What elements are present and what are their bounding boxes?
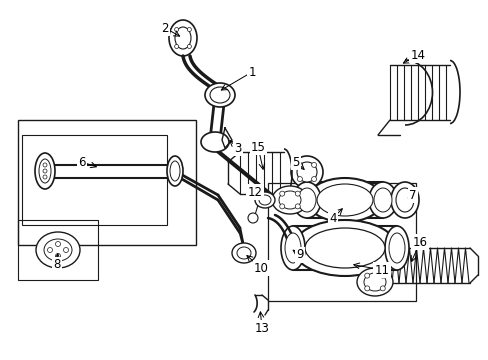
Bar [18, 120, 196, 245]
Ellipse shape [55, 253, 61, 258]
Ellipse shape [297, 176, 302, 181]
Ellipse shape [174, 45, 178, 49]
Ellipse shape [231, 243, 256, 263]
Ellipse shape [380, 286, 385, 291]
Bar [22, 135, 167, 225]
Ellipse shape [388, 233, 404, 263]
Ellipse shape [295, 204, 300, 209]
Ellipse shape [395, 188, 413, 212]
Ellipse shape [43, 169, 47, 173]
Ellipse shape [63, 248, 68, 252]
Ellipse shape [292, 220, 396, 276]
Ellipse shape [39, 159, 51, 183]
Text: 7: 7 [408, 189, 416, 202]
Text: 11: 11 [374, 264, 389, 276]
Ellipse shape [259, 195, 270, 205]
Ellipse shape [363, 273, 385, 291]
Ellipse shape [296, 162, 316, 182]
Ellipse shape [43, 175, 47, 179]
Text: 12: 12 [247, 185, 262, 198]
Text: 14: 14 [409, 49, 425, 62]
Ellipse shape [279, 204, 284, 209]
Ellipse shape [237, 247, 250, 259]
Ellipse shape [290, 156, 323, 188]
Ellipse shape [174, 27, 178, 32]
Ellipse shape [55, 242, 61, 247]
Ellipse shape [311, 162, 316, 167]
Ellipse shape [380, 273, 385, 278]
Ellipse shape [356, 268, 392, 296]
Ellipse shape [209, 87, 229, 103]
Ellipse shape [305, 228, 384, 268]
Text: 4: 4 [328, 212, 336, 225]
Ellipse shape [247, 213, 258, 223]
Text: 10: 10 [253, 261, 268, 274]
Text: 3: 3 [234, 141, 241, 154]
Ellipse shape [297, 162, 302, 167]
Ellipse shape [292, 182, 320, 218]
Text: 16: 16 [412, 235, 427, 248]
Ellipse shape [384, 226, 408, 270]
Ellipse shape [175, 27, 191, 49]
Ellipse shape [306, 178, 382, 222]
Ellipse shape [279, 191, 301, 209]
Ellipse shape [285, 233, 301, 263]
Ellipse shape [204, 83, 235, 107]
Bar [267, 183, 415, 301]
Ellipse shape [44, 239, 72, 261]
Ellipse shape [297, 188, 315, 212]
Ellipse shape [295, 191, 300, 196]
Ellipse shape [43, 163, 47, 167]
Text: 6: 6 [78, 156, 85, 168]
Ellipse shape [316, 184, 372, 216]
Text: 5: 5 [292, 156, 299, 168]
Text: 1: 1 [248, 66, 255, 78]
Ellipse shape [364, 286, 369, 291]
Ellipse shape [201, 132, 228, 152]
Ellipse shape [281, 226, 305, 270]
Text: 2: 2 [161, 22, 168, 35]
Ellipse shape [47, 248, 52, 252]
Ellipse shape [170, 161, 180, 181]
Ellipse shape [187, 45, 191, 49]
Ellipse shape [279, 191, 284, 196]
Ellipse shape [169, 20, 197, 56]
Text: 15: 15 [250, 140, 265, 153]
Ellipse shape [167, 156, 183, 186]
Text: 8: 8 [53, 258, 61, 271]
Ellipse shape [271, 186, 307, 214]
Ellipse shape [187, 27, 191, 32]
Text: 9: 9 [296, 248, 303, 261]
Ellipse shape [311, 176, 316, 181]
Ellipse shape [35, 153, 55, 189]
Ellipse shape [368, 182, 396, 218]
Ellipse shape [390, 182, 418, 218]
Ellipse shape [36, 232, 80, 268]
Ellipse shape [364, 273, 369, 278]
Ellipse shape [373, 188, 391, 212]
Text: 13: 13 [254, 321, 269, 334]
Bar [18, 220, 98, 280]
Ellipse shape [254, 192, 274, 208]
